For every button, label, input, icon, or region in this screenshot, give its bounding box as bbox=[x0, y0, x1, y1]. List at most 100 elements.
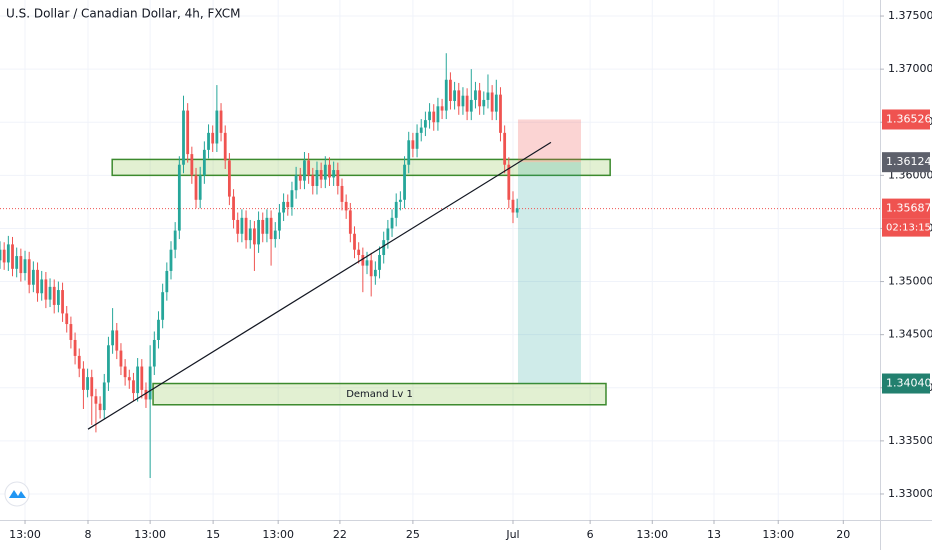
candle-body bbox=[157, 319, 160, 340]
candle-body bbox=[257, 219, 260, 245]
candle-body bbox=[232, 196, 235, 220]
candle-body bbox=[44, 279, 48, 300]
chart-title: U.S. Dollar / Canadian Dollar, 4h, FXCM bbox=[6, 7, 241, 21]
candle-body bbox=[198, 175, 202, 200]
price-badge-label: 1.36124 bbox=[886, 155, 932, 168]
axes: 1.375001.370001.365001.360001.355001.350… bbox=[9, 9, 932, 541]
candle-body bbox=[61, 290, 64, 314]
candle-body bbox=[424, 120, 427, 128]
candle-body bbox=[273, 230, 277, 240]
candle-body bbox=[319, 170, 323, 180]
price-badge bbox=[882, 373, 930, 394]
price-badge bbox=[882, 152, 930, 173]
candle-body bbox=[115, 330, 119, 351]
candle-body bbox=[328, 164, 331, 178]
candle-body bbox=[102, 382, 106, 411]
candle-body bbox=[394, 201, 398, 218]
candle-body bbox=[378, 255, 381, 270]
candle-body bbox=[2, 249, 6, 263]
candle-body bbox=[457, 90, 461, 107]
y-tick-label: 1.37500 bbox=[888, 9, 932, 22]
x-tick-label: 13:00 bbox=[636, 528, 668, 541]
x-tick-label: 25 bbox=[406, 528, 420, 541]
candle-body bbox=[344, 201, 348, 211]
candle-body bbox=[511, 199, 515, 213]
x-tick-label: 15 bbox=[206, 528, 220, 541]
candle-body bbox=[419, 127, 423, 133]
candle-body bbox=[486, 92, 490, 100]
candle-body bbox=[357, 249, 361, 256]
candle-body bbox=[390, 217, 394, 229]
y-tick-label: 1.35000 bbox=[888, 275, 932, 288]
candle-body bbox=[186, 110, 190, 155]
candle-body bbox=[432, 111, 436, 123]
candle-body bbox=[0, 249, 2, 261]
tradingview-logo[interactable] bbox=[4, 481, 30, 507]
candle-body bbox=[48, 286, 52, 300]
candles bbox=[0, 53, 519, 479]
price-badge-label: 1.34040 bbox=[886, 377, 932, 390]
candle-body bbox=[248, 228, 252, 241]
candle-body bbox=[23, 259, 27, 274]
price-badge-label: 1.35687 bbox=[886, 202, 932, 215]
candle-body bbox=[144, 389, 148, 400]
candle-body bbox=[40, 279, 44, 294]
candle-body bbox=[56, 290, 60, 305]
candle-body bbox=[136, 366, 140, 394]
candle-body bbox=[90, 377, 94, 397]
candle-body bbox=[169, 249, 173, 271]
candle-body bbox=[107, 345, 110, 383]
candle-body bbox=[119, 350, 123, 367]
candle-body bbox=[444, 79, 448, 111]
candle-body bbox=[436, 106, 440, 123]
x-tick-label: 13:00 bbox=[134, 528, 166, 541]
x-tick-label: 13 bbox=[707, 528, 721, 541]
zone bbox=[111, 158, 611, 177]
candle-body bbox=[336, 170, 340, 186]
candle-body bbox=[148, 366, 152, 400]
candle-body bbox=[6, 244, 10, 263]
candle-body bbox=[428, 111, 431, 121]
x-tick-label: 6 bbox=[587, 528, 594, 541]
price-badge bbox=[882, 198, 930, 219]
candle-body bbox=[127, 377, 131, 381]
candle-body bbox=[140, 366, 144, 390]
candle-body bbox=[465, 95, 469, 112]
candle-body bbox=[86, 377, 89, 390]
candle-body bbox=[369, 260, 373, 277]
candle-body bbox=[494, 94, 498, 112]
price-badge-label: 1.36526 bbox=[886, 112, 932, 125]
y-tick-label: 1.34500 bbox=[888, 328, 932, 341]
candle-body bbox=[478, 90, 482, 107]
candle-body bbox=[415, 132, 419, 149]
candle-body bbox=[315, 170, 319, 186]
candle-body bbox=[294, 175, 298, 191]
candle-body bbox=[65, 313, 69, 325]
candle-body bbox=[469, 99, 473, 112]
candle-body bbox=[36, 269, 39, 294]
candle-body bbox=[411, 140, 415, 149]
candle-body bbox=[507, 164, 511, 200]
candle-body bbox=[207, 132, 210, 150]
candle-body bbox=[98, 403, 102, 411]
candle-body bbox=[278, 212, 281, 231]
zone bbox=[152, 382, 607, 406]
candle-body bbox=[265, 217, 269, 234]
candle-body bbox=[290, 190, 294, 208]
candle-body bbox=[240, 217, 244, 234]
candle-body bbox=[474, 90, 477, 100]
drawings: Demand Lv 1 bbox=[87, 141, 552, 430]
zone-label: Demand Lv 1 bbox=[346, 389, 413, 400]
stop-area bbox=[517, 119, 581, 163]
candle-body bbox=[19, 256, 23, 274]
candle-body bbox=[132, 380, 135, 394]
candle-body bbox=[123, 366, 127, 378]
candle-body bbox=[219, 110, 223, 133]
candle-body bbox=[82, 368, 85, 390]
candle-body bbox=[311, 175, 315, 186]
candle-body bbox=[373, 269, 377, 277]
y-tick-label: 1.33000 bbox=[888, 487, 932, 500]
candle-body bbox=[244, 217, 248, 241]
candle-body bbox=[323, 164, 327, 180]
